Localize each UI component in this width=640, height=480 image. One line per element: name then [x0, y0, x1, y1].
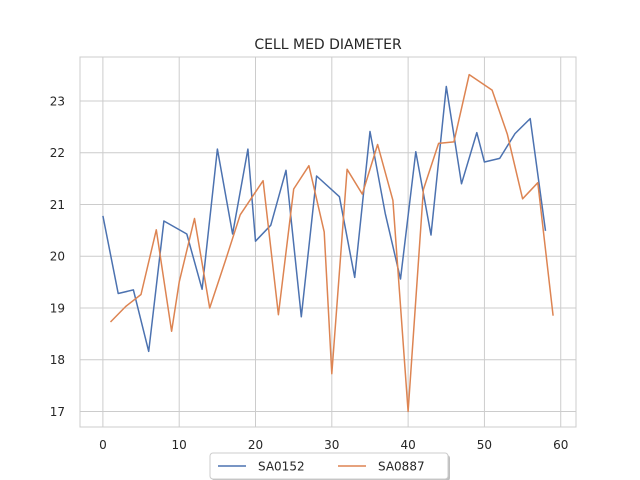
chart-title: CELL MED DIAMETER: [254, 37, 402, 53]
series-line-sa0152: [102, 85, 547, 353]
y-tick-label: 20: [50, 250, 65, 264]
y-tick-label: 18: [50, 353, 65, 367]
legend-label-sa0152: SA0152: [258, 460, 305, 474]
y-tick-label: 17: [50, 405, 65, 419]
x-axis: 0 10 20 30 40 50 60: [99, 438, 568, 452]
x-tick-label: 60: [553, 438, 568, 452]
legend-label-sa0887: SA0887: [378, 460, 425, 474]
legend: SA0152 SA0887: [209, 452, 450, 480]
x-tick-label: 50: [477, 438, 492, 452]
x-tick-label: 40: [400, 438, 415, 452]
x-tick-label: 20: [248, 438, 263, 452]
y-tick-label: 21: [50, 198, 65, 212]
y-tick-label: 19: [50, 301, 65, 315]
legend-box: [209, 452, 449, 480]
x-tick-label: 30: [324, 438, 339, 452]
x-tick-label: 10: [172, 438, 187, 452]
x-tick-label: 0: [99, 438, 107, 452]
y-tick-label: 22: [50, 146, 65, 160]
y-tick-label: 23: [50, 94, 65, 108]
series-lines: [102, 73, 554, 413]
y-axis: 17 18 19 20 21 22 23: [50, 94, 65, 418]
plot-frame: [79, 56, 577, 428]
series-line-sa0887: [109, 73, 554, 413]
